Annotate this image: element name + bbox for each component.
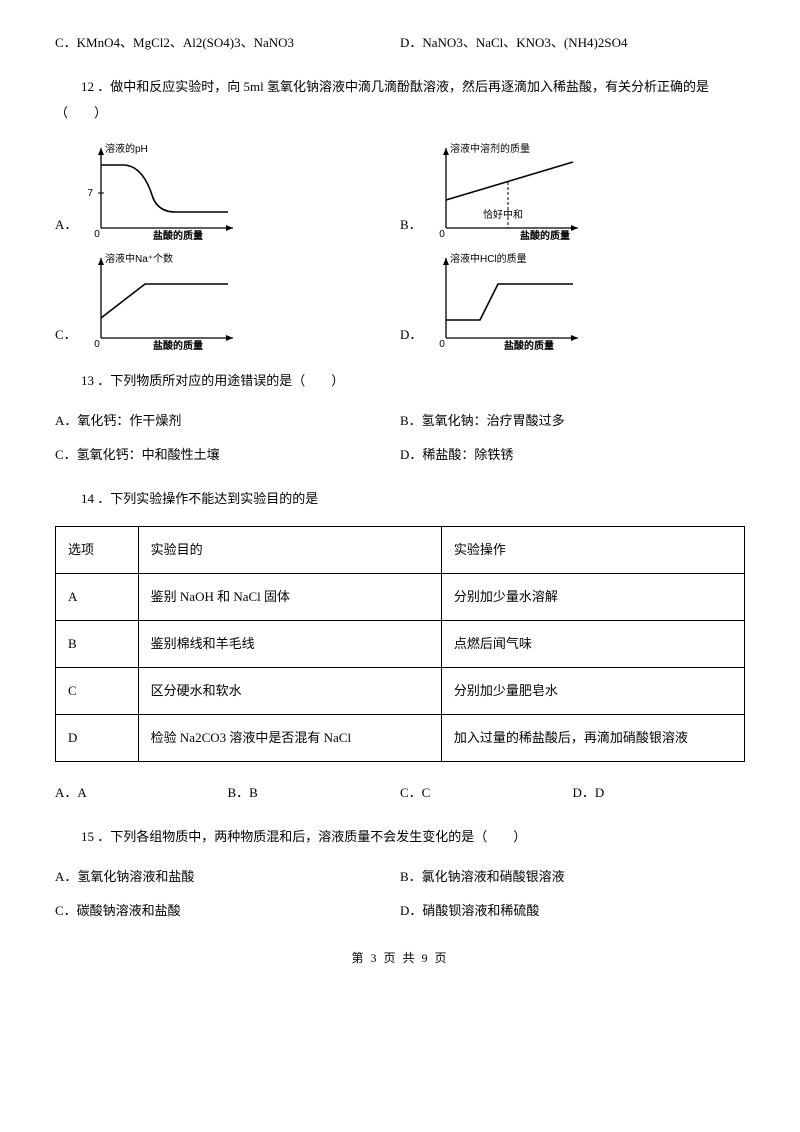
q15-stem: 15 ．下列各组物质中，两种物质混和后，溶液质量不会发生变化的是（ ） — [55, 824, 745, 850]
q12-A-ylabel: 溶液的pH — [105, 142, 148, 155]
q14-r2c0: C — [56, 668, 139, 715]
q14-r1c0: B — [56, 621, 139, 668]
q12-C-label: C． — [55, 322, 77, 350]
table-row: C 区分硬水和软水 分别加少量肥皂水 — [56, 668, 745, 715]
svg-text:0: 0 — [94, 339, 100, 350]
svg-text:0: 0 — [95, 229, 101, 240]
page-footer: 第 3 页 共 9 页 — [55, 946, 745, 970]
q12-charts-row1: A． 溶液的pH 7 0 盐酸的质量 B． 溶液 — [55, 140, 745, 240]
q13-stem: 13 ．下列物质所对应的用途错误的是（ ） — [55, 368, 745, 394]
q12-charts-row2: C． 溶液中Na⁺个数 0 盐酸的质量 D． 溶液中HCl的质量 — [55, 250, 745, 350]
q14-optA: A．A — [55, 780, 228, 806]
q14-h0: 选项 — [56, 527, 139, 574]
q14-optC: C．C — [400, 780, 573, 806]
svg-text:0: 0 — [439, 229, 445, 240]
q12-B-graph: 溶液中溶剂的质量 恰好中和 0 盐酸的质量 — [428, 140, 588, 240]
table-header-row: 选项 实验目的 实验操作 — [56, 527, 745, 574]
q11-optD: D．NaNO3、NaCl、KNO3、(NH4)2SO4 — [400, 30, 745, 56]
q12-stem: 12 ．做中和反应实验时，向 5ml 氢氧化钠溶液中滴几滴酚酞溶液，然后再逐滴加… — [55, 74, 745, 126]
q15-C: C．碳酸钠溶液和盐酸 — [55, 898, 400, 924]
q14-r2c2: 分别加少量肥皂水 — [441, 668, 744, 715]
q13-row-CD: C．氢氧化钙：中和酸性土壤 D．稀盐酸：除铁锈 — [55, 442, 745, 468]
q15-D: D．硝酸钡溶液和稀硫酸 — [400, 898, 745, 924]
q12-A-ymark: 7 — [88, 188, 94, 199]
q12-A-graph: 溶液的pH 7 0 盐酸的质量 — [83, 140, 243, 240]
table-row: D 检验 Na2CO3 溶液中是否混有 NaCl 加入过量的稀盐酸后，再滴加硝酸… — [56, 715, 745, 762]
q12-C-xlabel: 盐酸的质量 — [153, 339, 203, 350]
q15-A: A．氢氧化钠溶液和盐酸 — [55, 864, 400, 890]
q13-A: A．氧化钙：作干燥剂 — [55, 408, 400, 434]
q15-B: B．氯化钠溶液和硝酸银溶液 — [400, 864, 745, 890]
svg-text:0: 0 — [440, 339, 446, 350]
q14-h2: 实验操作 — [441, 527, 744, 574]
q15-row-CD: C．碳酸钠溶液和盐酸 D．硝酸钡溶液和稀硫酸 — [55, 898, 745, 924]
q14-opts: A．A B．B C．C D．D — [55, 780, 745, 806]
q12-D-graph: 溶液中HCl的质量 0 盐酸的质量 — [428, 250, 588, 350]
q13-D: D．稀盐酸：除铁锈 — [400, 442, 745, 468]
q14-r0c0: A — [56, 574, 139, 621]
q14-r3c1: 检验 Na2CO3 溶液中是否混有 NaCl — [138, 715, 441, 762]
q14-r3c0: D — [56, 715, 139, 762]
q12-chart-D: D． 溶液中HCl的质量 0 盐酸的质量 — [400, 250, 745, 350]
q12-chart-B: B． 溶液中溶剂的质量 恰好中和 0 盐酸的质量 — [400, 140, 745, 240]
q14-r3c2: 加入过量的稀盐酸后，再滴加硝酸银溶液 — [441, 715, 744, 762]
q12-D-label: D． — [400, 322, 422, 350]
q12-C-ylabel: 溶液中Na⁺个数 — [105, 252, 173, 265]
q12-B-xlabel: 盐酸的质量 — [520, 229, 570, 240]
q14-stem: 14 ．下列实验操作不能达到实验目的的是 — [55, 486, 745, 512]
q12-A-label: A． — [55, 212, 77, 240]
q12-A-xlabel: 盐酸的质量 — [153, 229, 203, 240]
q14-h1: 实验目的 — [138, 527, 441, 574]
q12-C-graph: 溶液中Na⁺个数 0 盐酸的质量 — [83, 250, 243, 350]
q12-D-ylabel: 溶液中HCl的质量 — [450, 252, 527, 265]
q12-D-xlabel: 盐酸的质量 — [504, 339, 554, 350]
q14-table: 选项 实验目的 实验操作 A 鉴别 NaOH 和 NaCl 固体 分别加少量水溶… — [55, 526, 745, 762]
table-row: B 鉴别棉线和羊毛线 点燃后闻气味 — [56, 621, 745, 668]
q12-B-midnote: 恰好中和 — [483, 208, 523, 221]
q12-chart-A: A． 溶液的pH 7 0 盐酸的质量 — [55, 140, 400, 240]
q12-B-label: B． — [400, 212, 422, 240]
q14-r0c2: 分别加少量水溶解 — [441, 574, 744, 621]
q11-optC: C．KMnO4、MgCl2、Al2(SO4)3、NaNO3 — [55, 30, 400, 56]
q14-r1c1: 鉴别棉线和羊毛线 — [138, 621, 441, 668]
q12-chart-C: C． 溶液中Na⁺个数 0 盐酸的质量 — [55, 250, 400, 350]
q14-optD: D．D — [573, 780, 746, 806]
q11-options-cd: C．KMnO4、MgCl2、Al2(SO4)3、NaNO3 D．NaNO3、Na… — [55, 30, 745, 56]
q13-B: B．氢氧化钠：治疗胃酸过多 — [400, 408, 745, 434]
q13-row-AB: A．氧化钙：作干燥剂 B．氢氧化钠：治疗胃酸过多 — [55, 408, 745, 434]
q14-r1c2: 点燃后闻气味 — [441, 621, 744, 668]
q14-r2c1: 区分硬水和软水 — [138, 668, 441, 715]
q14-optB: B．B — [228, 780, 401, 806]
q13-C: C．氢氧化钙：中和酸性土壤 — [55, 442, 400, 468]
q14-r0c1: 鉴别 NaOH 和 NaCl 固体 — [138, 574, 441, 621]
q15-row-AB: A．氢氧化钠溶液和盐酸 B．氯化钠溶液和硝酸银溶液 — [55, 864, 745, 890]
table-row: A 鉴别 NaOH 和 NaCl 固体 分别加少量水溶解 — [56, 574, 745, 621]
q12-B-ylabel: 溶液中溶剂的质量 — [450, 142, 530, 155]
